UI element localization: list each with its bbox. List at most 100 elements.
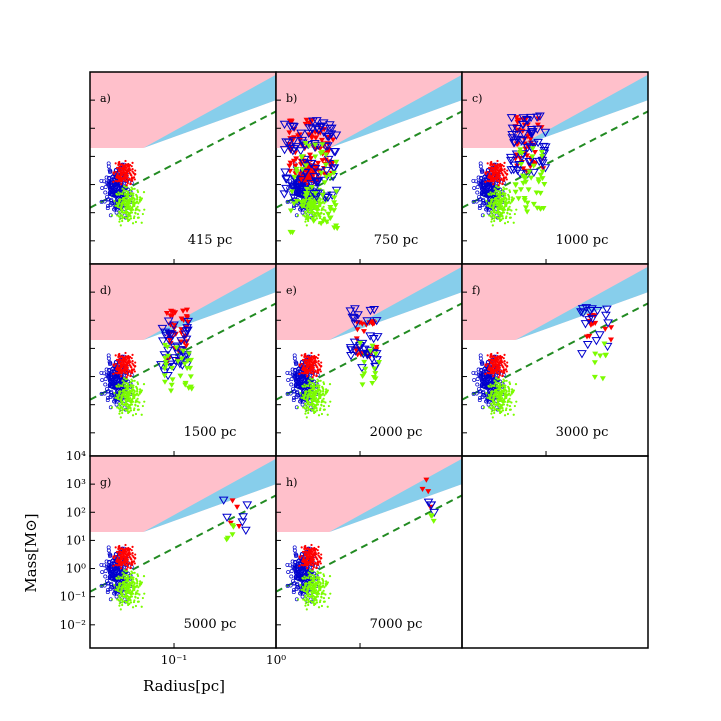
data-point xyxy=(114,563,117,566)
data-point xyxy=(479,367,484,372)
data-point xyxy=(490,404,493,407)
data-point xyxy=(126,369,129,373)
data-point xyxy=(120,394,123,397)
data-point xyxy=(141,212,144,216)
data-point xyxy=(125,381,128,385)
data-point xyxy=(127,162,130,166)
data-point xyxy=(288,371,293,376)
data-point xyxy=(503,177,506,180)
data-point xyxy=(494,369,497,372)
data-point xyxy=(117,202,121,205)
data-point xyxy=(325,388,328,391)
data-point xyxy=(491,416,494,419)
data-point xyxy=(121,174,124,177)
data-point xyxy=(500,212,503,215)
data-point xyxy=(133,588,136,592)
data-point xyxy=(134,173,137,176)
data-point xyxy=(293,360,298,364)
data-point xyxy=(288,147,298,156)
data-point xyxy=(292,353,297,358)
data-point xyxy=(303,117,310,123)
data-point xyxy=(509,161,520,170)
data-point xyxy=(117,575,120,578)
blue-region xyxy=(143,74,276,148)
data-point xyxy=(350,347,361,356)
data-point xyxy=(116,172,119,175)
data-point xyxy=(591,374,598,381)
data-point xyxy=(113,391,116,395)
data-point xyxy=(317,388,321,392)
data-point xyxy=(118,590,121,593)
data-point xyxy=(477,203,482,208)
data-point xyxy=(183,343,190,349)
data-point xyxy=(135,582,139,585)
data-point xyxy=(311,361,314,364)
data-point xyxy=(371,317,382,326)
data-point xyxy=(134,412,138,416)
data-point xyxy=(487,193,491,196)
data-point xyxy=(134,365,137,368)
data-point xyxy=(125,580,128,583)
data-point xyxy=(508,404,512,408)
data-point xyxy=(125,213,129,216)
data-point xyxy=(314,404,317,407)
data-point xyxy=(329,164,340,173)
data-point xyxy=(135,386,138,390)
data-point xyxy=(496,394,499,397)
data-point xyxy=(492,198,496,201)
data-point xyxy=(477,206,482,211)
data-point xyxy=(304,412,307,415)
data-point xyxy=(293,383,298,388)
data-point xyxy=(139,388,142,391)
data-point xyxy=(303,210,307,213)
data-point xyxy=(608,325,615,331)
data-point xyxy=(539,169,546,175)
data-point xyxy=(486,371,489,374)
panel-letter: b) xyxy=(286,92,297,105)
data-point xyxy=(495,204,498,207)
panel-letter: f) xyxy=(472,284,480,297)
data-point xyxy=(110,406,114,409)
data-point xyxy=(289,123,299,132)
data-point xyxy=(504,363,507,367)
data-point xyxy=(488,172,491,175)
data-point xyxy=(309,403,312,407)
data-point xyxy=(112,591,117,596)
data-point xyxy=(314,363,317,366)
data-point xyxy=(361,359,368,365)
data-point xyxy=(540,206,547,212)
data-point xyxy=(124,408,127,411)
data-point xyxy=(530,163,537,169)
data-point xyxy=(506,361,509,364)
data-point xyxy=(329,148,340,157)
data-point xyxy=(134,553,137,556)
data-point xyxy=(505,370,508,373)
data-point xyxy=(113,199,116,203)
data-point xyxy=(517,136,528,145)
data-point xyxy=(118,368,121,371)
data-point xyxy=(135,390,139,393)
data-point xyxy=(489,215,493,218)
data-point xyxy=(535,112,545,121)
data-point xyxy=(117,407,121,410)
data-point xyxy=(496,408,499,411)
data-point xyxy=(540,166,547,172)
data-point xyxy=(167,331,178,340)
data-point xyxy=(103,190,108,195)
data-point xyxy=(372,351,379,357)
data-point xyxy=(180,330,191,339)
data-point xyxy=(134,361,137,364)
data-point xyxy=(515,400,518,403)
data-point xyxy=(125,166,128,169)
data-point xyxy=(137,202,140,205)
data-point xyxy=(486,179,489,182)
data-point xyxy=(103,569,108,574)
data-point xyxy=(497,377,501,381)
data-point xyxy=(122,568,126,572)
data-point xyxy=(488,364,491,367)
data-point xyxy=(317,369,320,372)
data-point xyxy=(289,377,294,382)
data-point xyxy=(129,214,132,218)
data-point xyxy=(475,190,480,195)
data-point xyxy=(133,370,136,373)
